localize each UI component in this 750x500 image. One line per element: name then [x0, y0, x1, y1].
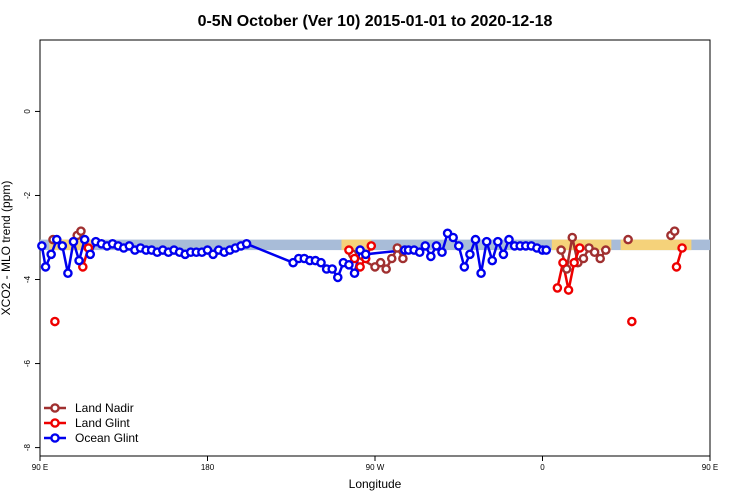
land-glint-point-2-1 — [349, 253, 360, 264]
legend-label-land-glint: Land Glint — [75, 416, 130, 430]
x-axis-label: Longitude — [349, 477, 402, 491]
ocean-glint-point-0-55 — [414, 247, 425, 258]
ocean-glint-point-0-57 — [426, 251, 436, 262]
y-axis-label: XCO2 - MLO trend (ppm) — [0, 181, 13, 316]
chart-title: 0-5N October (Ver 10) 2015-01-01 to 2020… — [198, 13, 553, 30]
ocean-glint-point-0-45 — [327, 264, 337, 274]
ocean-glint-point-0-7 — [74, 255, 84, 266]
ocean-glint-point-0-65 — [470, 234, 481, 245]
land-nadir-point-5-1 — [669, 226, 680, 236]
series-layer — [37, 226, 687, 327]
ocean-glint-point-0-5 — [63, 268, 73, 279]
land-nadir-point-3-4 — [578, 253, 589, 264]
y-tick-label-0: 0 — [23, 109, 32, 114]
ocean-glint-point-0-3 — [51, 234, 62, 245]
ocean-glint-point-0-66 — [476, 268, 486, 279]
land-glint-point-3-3 — [569, 257, 579, 268]
x-axis: 90 E 180 90 W 0 90 E — [32, 456, 718, 472]
ocean-glint-point-0-37 — [241, 238, 252, 249]
x-tick-label-4: 90 E — [702, 463, 718, 472]
land-nadir-point-4-0 — [623, 234, 633, 245]
land-glint-point-3-0 — [552, 283, 563, 293]
y-tick-label-4: -8 — [23, 443, 32, 451]
land-glint-point-3-2 — [563, 285, 574, 295]
ocean-glint-point-0-48 — [344, 260, 354, 270]
ocean-glint-point-0-43 — [316, 257, 326, 268]
land-glint-point-4-0 — [627, 316, 637, 327]
land-nadir-point-3-0 — [556, 245, 566, 255]
x-tick-label-0: 90 E — [32, 463, 48, 472]
x-tick-label-1: 180 — [201, 463, 215, 472]
land-nadir-point-2-4 — [386, 253, 397, 264]
land-nadir-point-3-2 — [567, 232, 578, 243]
land-glint-point-5-1 — [677, 243, 687, 253]
land-band-2 — [341, 239, 372, 251]
ocean-glint-point-0-68 — [487, 255, 498, 266]
land-nadir-point-1-1 — [76, 226, 86, 236]
legend-label-ocean-glint: Ocean Glint — [75, 431, 139, 445]
land-glint-point-3-1 — [558, 257, 568, 268]
ocean-glint-point-0-62 — [453, 241, 464, 251]
ocean-glint-point-0-69 — [493, 236, 503, 247]
land-nadir-point-3-7 — [595, 253, 605, 264]
ocean-glint-point-0-64 — [465, 249, 475, 260]
ocean-glint-point-0-1 — [40, 262, 51, 272]
ocean-glint-point-0-9 — [85, 249, 96, 260]
ocean-glint-point-0-51 — [360, 249, 371, 260]
ocean-glint-point-0-56 — [420, 241, 431, 251]
land-nadir-point-3-8 — [600, 245, 611, 255]
land-glint-point-2-4 — [366, 241, 377, 251]
ocean-glint-point-0-4 — [57, 241, 68, 251]
ocean-glint-point-0-2 — [46, 249, 56, 260]
ocean-glint-point-0-71 — [504, 234, 514, 245]
y-tick-label-2: -4 — [23, 275, 32, 283]
land-glint-point-3-4 — [574, 243, 585, 253]
ocean-glint-point-0-8 — [79, 234, 90, 245]
x-tick-label-2: 90 W — [366, 463, 385, 472]
land-glint-point-2-2 — [355, 262, 365, 272]
legend-marker-land-glint — [50, 418, 60, 428]
ocean-glint-point-0-49 — [349, 268, 360, 279]
y-axis: 0 -2 -4 -6 -8 — [23, 109, 40, 451]
land-nadir-point-2-6 — [398, 253, 408, 264]
land-nadir-point-3-6 — [589, 247, 600, 258]
legend-marker-ocean-glint — [50, 433, 60, 443]
x-tick-label-3: 0 — [540, 463, 545, 472]
land-nadir-point-2-5 — [392, 243, 403, 253]
ocean-glint-point-0-58 — [431, 241, 442, 251]
land-glint-point-2-0 — [344, 245, 354, 255]
ocean-glint-point-0-59 — [437, 247, 447, 258]
land-nadir-point-2-3 — [381, 264, 391, 274]
legend-marker-land-nadir — [50, 403, 60, 413]
ocean-glint-point-0-46 — [332, 272, 343, 283]
y-tick-label-3: -6 — [23, 359, 32, 367]
legend-label-land-nadir: Land Nadir — [75, 401, 134, 415]
ocean-glint-point-0-78 — [541, 245, 552, 255]
ocean-glint-point-0-70 — [498, 249, 509, 260]
ocean-glint-point-0-67 — [481, 236, 492, 247]
land-nadir-point-2-2 — [375, 257, 386, 268]
ocean-glint-point-0-0 — [37, 241, 47, 251]
y-tick-label-1: -2 — [23, 191, 32, 199]
land-band-4 — [620, 239, 692, 251]
land-glint-point-5-0 — [671, 262, 682, 272]
ocean-glint-point-0-63 — [459, 262, 470, 272]
ocean-glint-point-0-61 — [448, 232, 458, 243]
land-glint-point-0-0 — [50, 316, 60, 327]
ocean-glint-point-0-6 — [68, 236, 79, 247]
